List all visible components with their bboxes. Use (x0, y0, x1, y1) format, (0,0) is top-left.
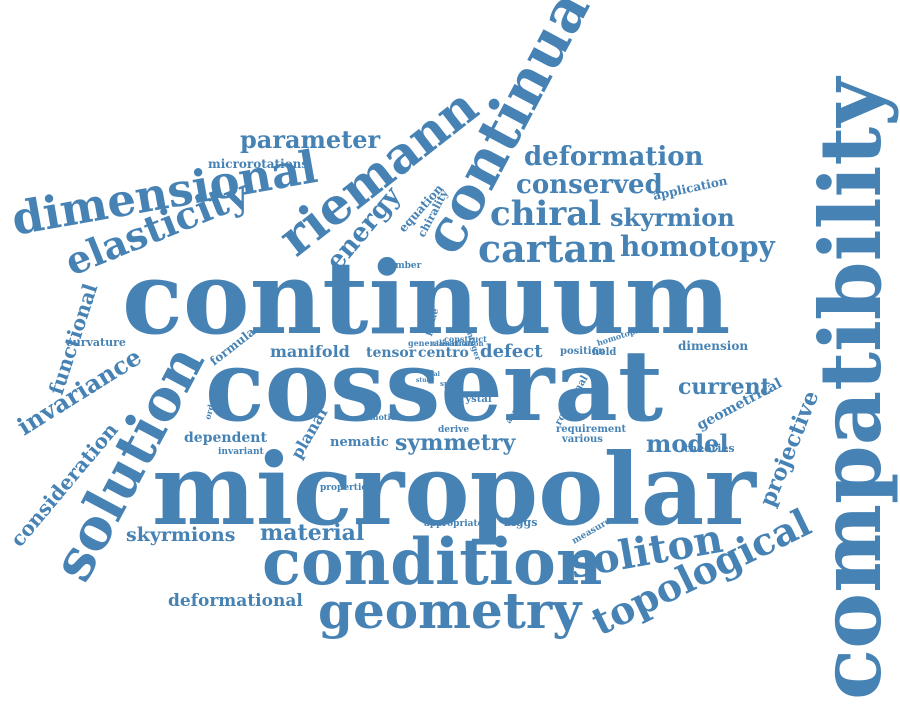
word-plane: position (560, 346, 606, 357)
word-derive: requirement (556, 424, 627, 435)
word-properties: appropriate (424, 519, 484, 529)
word-skyrmion: skyrmion (610, 203, 735, 232)
word-condition: condition (262, 525, 602, 600)
word-generalisation: dimension (678, 339, 748, 353)
word-various: construct (444, 334, 487, 344)
word-dimension: number (382, 261, 422, 271)
word-symmetry: symmetry (395, 430, 516, 456)
word-deformation: deformation (524, 142, 704, 172)
word-rotational: invariant (218, 447, 265, 457)
word-geometry: geometry (318, 581, 583, 640)
word-model: model (646, 429, 729, 458)
word-centro: centro (418, 345, 469, 361)
word-current: current (678, 374, 772, 400)
word-integer: field (592, 347, 616, 358)
word-theories: generalisation (408, 338, 473, 348)
word-homotopy: homotopy (620, 230, 776, 263)
word-deformational: deformational (168, 591, 303, 611)
word-continuum: continuum (122, 239, 730, 357)
word-position: motion (370, 412, 402, 422)
word-approach: various (561, 434, 603, 445)
word-dependent: dependent (184, 430, 267, 446)
word-conserved: conserved (516, 170, 663, 200)
word-micropolar: micropolar (152, 433, 757, 548)
word-order: crystal (454, 394, 492, 405)
word-application: application (652, 173, 729, 202)
word-cosserat: cosserat (205, 329, 663, 444)
word-compatibility: compatibility (801, 76, 900, 700)
word-tensor: tensor (366, 345, 417, 361)
word-axial: axial (424, 371, 441, 378)
word-material: material (260, 520, 364, 546)
word-parameter: parameter (240, 125, 381, 154)
word-skyrmions: skyrmions (126, 524, 235, 546)
word-cartan: cartan (478, 226, 616, 271)
word-classification: curvature (66, 336, 126, 349)
word-microrotations: microrotations (208, 157, 308, 171)
word-manifold: manifold (270, 342, 350, 361)
word-chiral: chiral (490, 194, 601, 234)
word-defect: defect (480, 341, 543, 362)
word-appropriate: biggs (504, 516, 537, 529)
word-requirement: theories (684, 442, 735, 455)
word-biggs: classification (432, 339, 484, 348)
word-study: study (416, 377, 435, 384)
word-field: space (440, 379, 463, 388)
word-motion: derive (438, 425, 469, 435)
word-nematic: nematic (330, 435, 389, 450)
word-invariant: properties (320, 483, 372, 493)
